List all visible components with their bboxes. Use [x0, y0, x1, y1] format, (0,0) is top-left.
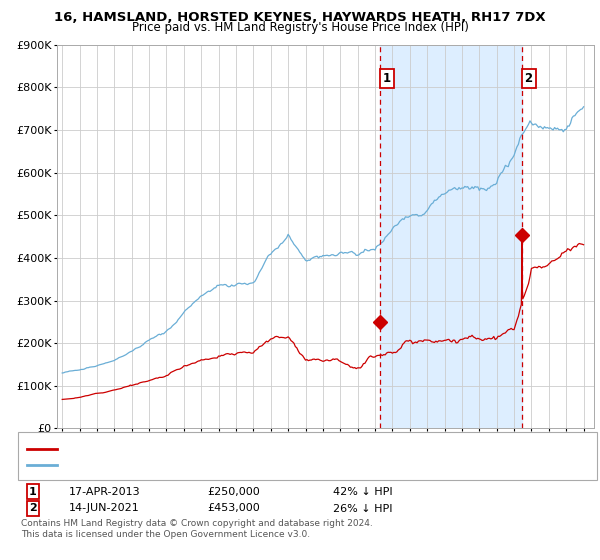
Text: £453,000: £453,000 [207, 503, 260, 514]
Text: 2: 2 [29, 503, 37, 514]
Text: 42% ↓ HPI: 42% ↓ HPI [333, 487, 392, 497]
Text: 2: 2 [524, 72, 533, 85]
Text: 16, HAMSLAND, HORSTED KEYNES, HAYWARDS HEATH, RH17 7DX: 16, HAMSLAND, HORSTED KEYNES, HAYWARDS H… [54, 11, 546, 24]
Text: Price paid vs. HM Land Registry's House Price Index (HPI): Price paid vs. HM Land Registry's House … [131, 21, 469, 34]
Text: 17-APR-2013: 17-APR-2013 [69, 487, 140, 497]
Text: HPI: Average price, detached house, Mid Sussex: HPI: Average price, detached house, Mid … [60, 460, 301, 470]
Text: 14-JUN-2021: 14-JUN-2021 [69, 503, 140, 514]
Text: 1: 1 [29, 487, 37, 497]
Text: Contains HM Land Registry data © Crown copyright and database right 2024.
This d: Contains HM Land Registry data © Crown c… [21, 520, 373, 539]
Bar [380, 45, 522, 428]
Text: £250,000: £250,000 [207, 487, 260, 497]
Text: 16, HAMSLAND, HORSTED KEYNES, HAYWARDS HEATH, RH17 7DX (detached house): 16, HAMSLAND, HORSTED KEYNES, HAYWARDS H… [60, 444, 481, 454]
Text: 26% ↓ HPI: 26% ↓ HPI [333, 503, 392, 514]
Text: 1: 1 [383, 72, 391, 85]
